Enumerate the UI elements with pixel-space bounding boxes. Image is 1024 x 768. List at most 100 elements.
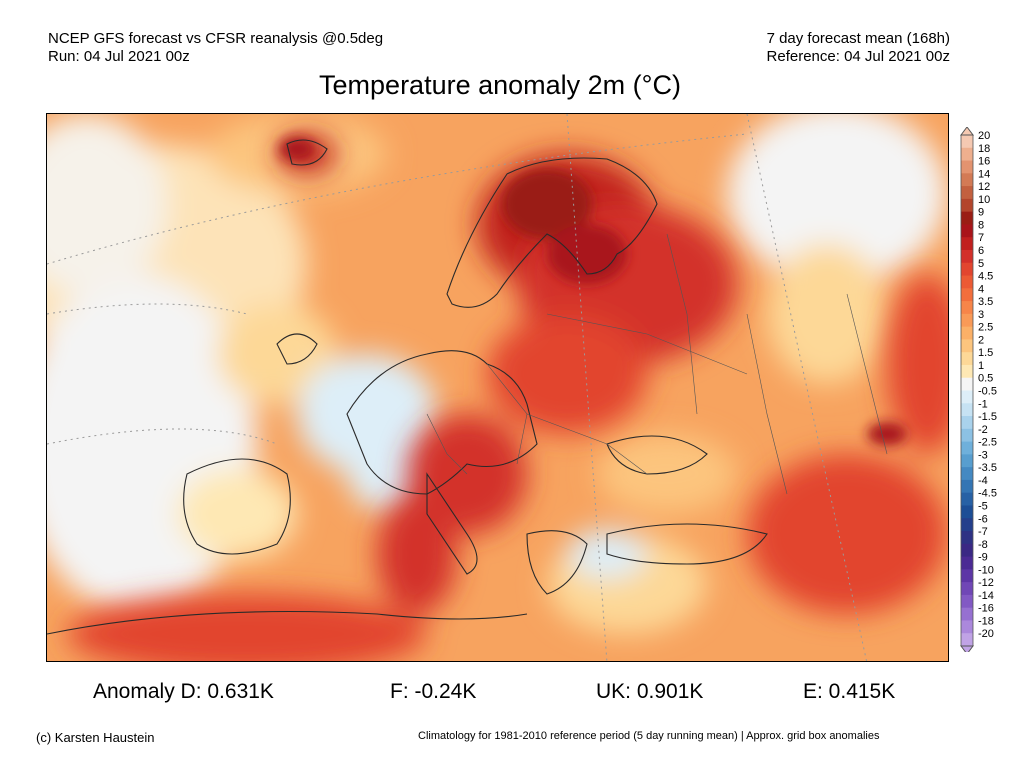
legend-swatch [961,543,973,558]
legend-swatch [961,224,973,238]
legend-tick-label: 16 [978,156,990,168]
legend-swatch [961,505,973,519]
legend-tick-label: 8 [978,219,984,231]
legend-tick-label: 4.5 [978,271,993,283]
legend-swatch [961,556,973,570]
legend-swatch [961,607,973,621]
legend-swatch [961,403,973,417]
reference-time: Reference: 04 Jul 2021 00z [766,48,950,65]
model-description: NCEP GFS forecast vs CFSR reanalysis @0.… [48,30,384,47]
anomaly-germany: Anomaly D: 0.631K [93,680,274,703]
legend-tick-label: 4 [978,283,984,295]
legend-tick-label: 3 [978,309,984,321]
strong-warm-cores [279,137,907,446]
legend-swatch [961,301,973,315]
legend-tick-label: -2.5 [978,437,997,449]
legend-tick-label: -0.5 [978,386,997,398]
legend-tick-label: 14 [978,168,990,180]
forecast-period: 7 day forecast mean (168h) [766,30,950,47]
anomaly-france: F: -0.24K [390,680,477,703]
legend-swatch [961,428,973,443]
legend-tick-label: -12 [978,577,994,589]
legend-swatch [961,441,973,455]
legend-swatch [961,492,973,506]
country-borders [426,233,888,495]
legend-swatch [961,173,973,187]
climatology-note: Climatology for 1981-2010 reference peri… [418,730,880,742]
legend-swatch [961,454,973,468]
legend-swatch [961,390,973,404]
legend-tick-label: -4 [978,475,988,487]
legend-swatch [961,531,973,545]
legend-tick-label: 3.5 [978,296,993,308]
legend-swatch [961,160,973,174]
graticule [47,114,868,661]
legend-tick-label: -1.5 [978,411,997,423]
legend-tick-label: 5 [978,258,984,270]
legend-tick-label: -6 [978,513,988,525]
legend-tick-label: 7 [978,232,984,244]
legend-swatch [961,147,973,162]
legend-swatch [961,313,973,328]
legend-swatch [961,339,973,353]
legend-upper-arrow [960,126,974,136]
legend-tick-label: 2 [978,334,984,346]
legend-tick-label: -16 [978,603,994,615]
legend-tick-label: -3.5 [978,462,997,474]
legend-tick-label: -8 [978,539,988,551]
anomaly-map [46,113,949,662]
legend-tick-label: 12 [978,181,990,193]
legend-swatch [961,135,973,149]
legend-swatch [961,569,973,583]
legend-swatch [961,237,973,251]
legend-tick-label: -20 [978,628,994,640]
legend-tick-label: 1.5 [978,347,993,359]
anomaly-spain: E: 0.415K [803,680,896,703]
legend-swatch [961,326,973,340]
legend-tick-label: 6 [978,245,984,257]
credit: (c) Karsten Haustein [36,730,155,745]
legend-swatch [961,275,973,289]
legend-swatch [961,594,973,609]
color-scale-legend: 20 18 16 14 12 10 9 8 7 6 5 4.5 4 3.5 3 2.5 2 1.5 1 0.5 -0.5… [959,126,1019,655]
legend-tick-label: 1 [978,360,984,372]
legend-swatch [961,416,973,430]
legend-swatch [961,364,973,379]
header-right: 7 day forecast mean (168h) Reference: 04… [767,30,950,66]
color-scale: 201816141210987654.543.532.521.510.5-0.5… [960,126,997,655]
header-left: NCEP GFS forecast vs CFSR reanalysis @0.… [48,30,383,66]
legend-tick-label: -18 [978,615,994,627]
legend-swatch [961,288,973,302]
legend-tick-label: 10 [978,194,990,206]
legend-tick-label: -5 [978,500,988,512]
map-canvas [47,114,948,661]
legend-swatch [961,249,973,264]
legend-tick-label: -10 [978,564,994,576]
legend-border [960,134,974,647]
legend-swatch [961,479,973,494]
legend-tick-label: -3 [978,449,988,461]
legend-tick-label: 18 [978,143,990,155]
legend-tick-label: -7 [978,526,988,538]
legend-tick-label: -2 [978,424,988,436]
legend-tick-label: 0.5 [978,373,993,385]
coastlines [47,139,768,635]
map-title: Temperature anomaly 2m (°C) [319,70,681,100]
legend-swatch [961,633,973,647]
legend-tick-label: 20 [978,130,990,142]
legend-swatch [961,352,973,366]
legend-tick-label: 2.5 [978,322,993,334]
legend-tick-label: -9 [978,552,988,564]
legend-tick-label: 9 [978,207,984,219]
legend-swatch [961,211,973,225]
legend-tick-label: -1 [978,398,988,410]
legend-swatch [961,518,973,532]
legend-swatch [961,582,973,596]
run-time: Run: 04 Jul 2021 00z [48,48,190,65]
legend-swatch [961,467,973,481]
anomaly-uk: UK: 0.901K [596,680,704,703]
legend-swatch [961,377,973,391]
legend-swatch [961,198,973,213]
legend-tick-label: -4.5 [978,488,997,500]
legend-swatch [961,620,973,634]
